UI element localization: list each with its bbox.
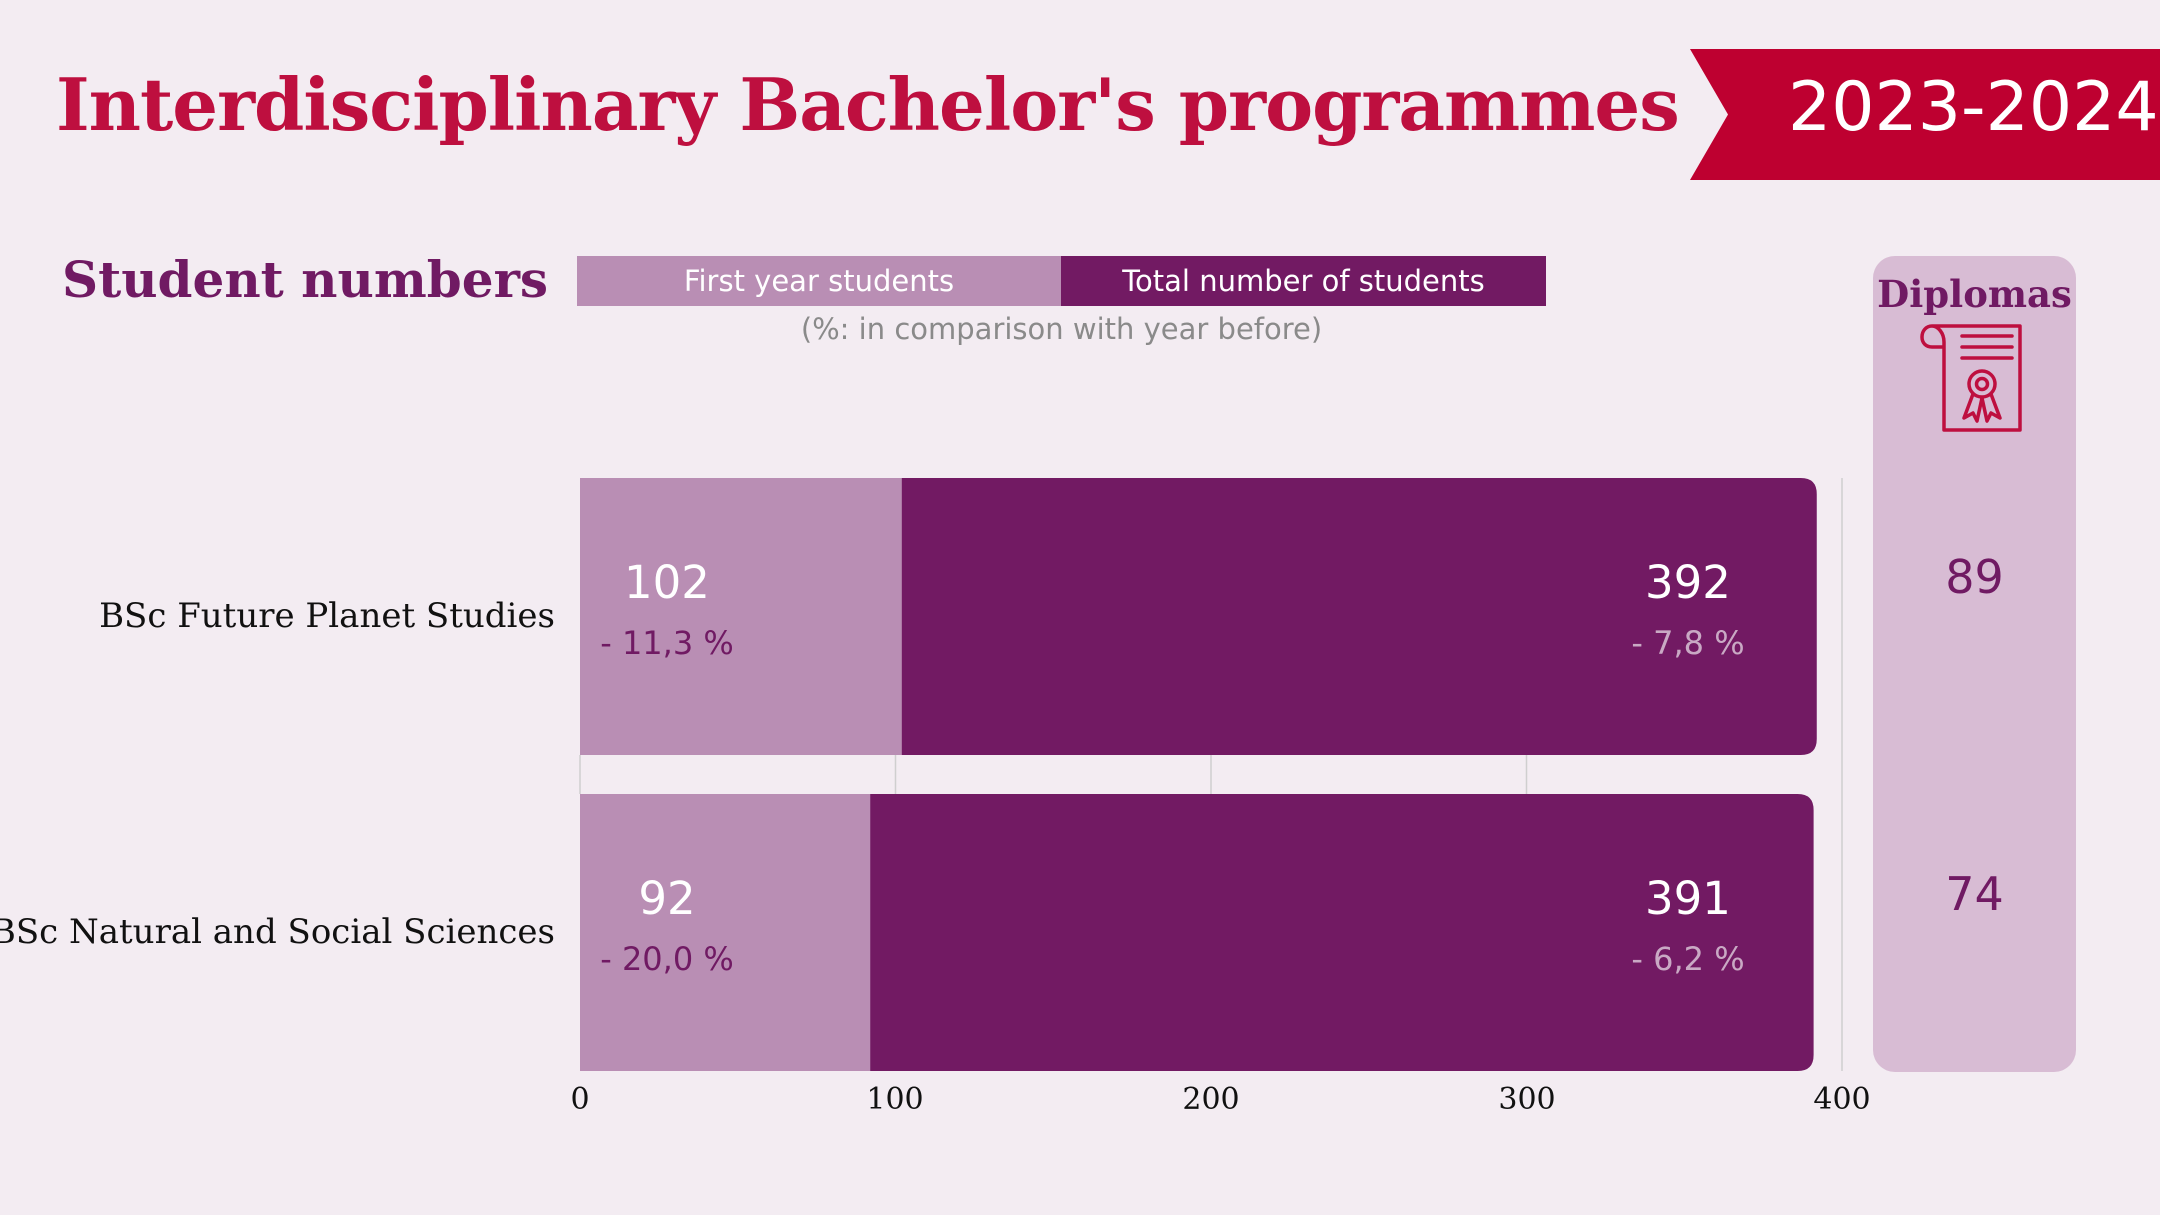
- diplomas-title: Diplomas: [1877, 272, 2072, 316]
- diploma-certificate-icon: [1920, 324, 2022, 432]
- x-tick-label: 0: [570, 1082, 590, 1117]
- bar-first-year-0: [580, 478, 902, 755]
- total-change-natural-social: - 6,2 %: [1631, 940, 1745, 978]
- legend-note: (%: in comparison with year before): [800, 312, 1323, 346]
- x-tick-label: 400: [1813, 1082, 1871, 1117]
- first-year-value-future-planet: 102: [624, 556, 710, 609]
- category-label-natural-social: BSc Natural and Social Sciences: [0, 912, 555, 952]
- diploma-value-natural-social: 74: [1945, 867, 2004, 921]
- x-tick-label: 300: [1498, 1082, 1556, 1117]
- total-value-natural-social: 391: [1645, 872, 1731, 925]
- total-value-future-planet: 392: [1645, 556, 1731, 609]
- x-tick-label: 100: [866, 1082, 924, 1117]
- legend-total: Total number of students: [1061, 256, 1546, 306]
- diploma-value-future-planet: 89: [1945, 550, 2004, 604]
- section-title: Student numbers: [62, 250, 549, 309]
- year-ribbon: [1690, 49, 2160, 180]
- year-label: 2023-2024: [1788, 68, 2159, 147]
- x-tick-label: 200: [1182, 1082, 1240, 1117]
- first-year-value-natural-social: 92: [638, 872, 696, 925]
- bar-first-year-1: [580, 794, 871, 1071]
- total-change-future-planet: - 7,8 %: [1631, 624, 1745, 662]
- page-title: Interdisciplinary Bachelor's programmes: [56, 62, 1680, 147]
- first-year-change-future-planet: - 11,3 %: [600, 624, 734, 662]
- diplomas-panel: [1873, 256, 2076, 1072]
- category-label-future-planet: BSc Future Planet Studies: [99, 596, 555, 636]
- legend-first-year: First year students: [577, 256, 1061, 306]
- bar-total-1: [580, 794, 1814, 1071]
- first-year-change-natural-social: - 20,0 %: [600, 940, 734, 978]
